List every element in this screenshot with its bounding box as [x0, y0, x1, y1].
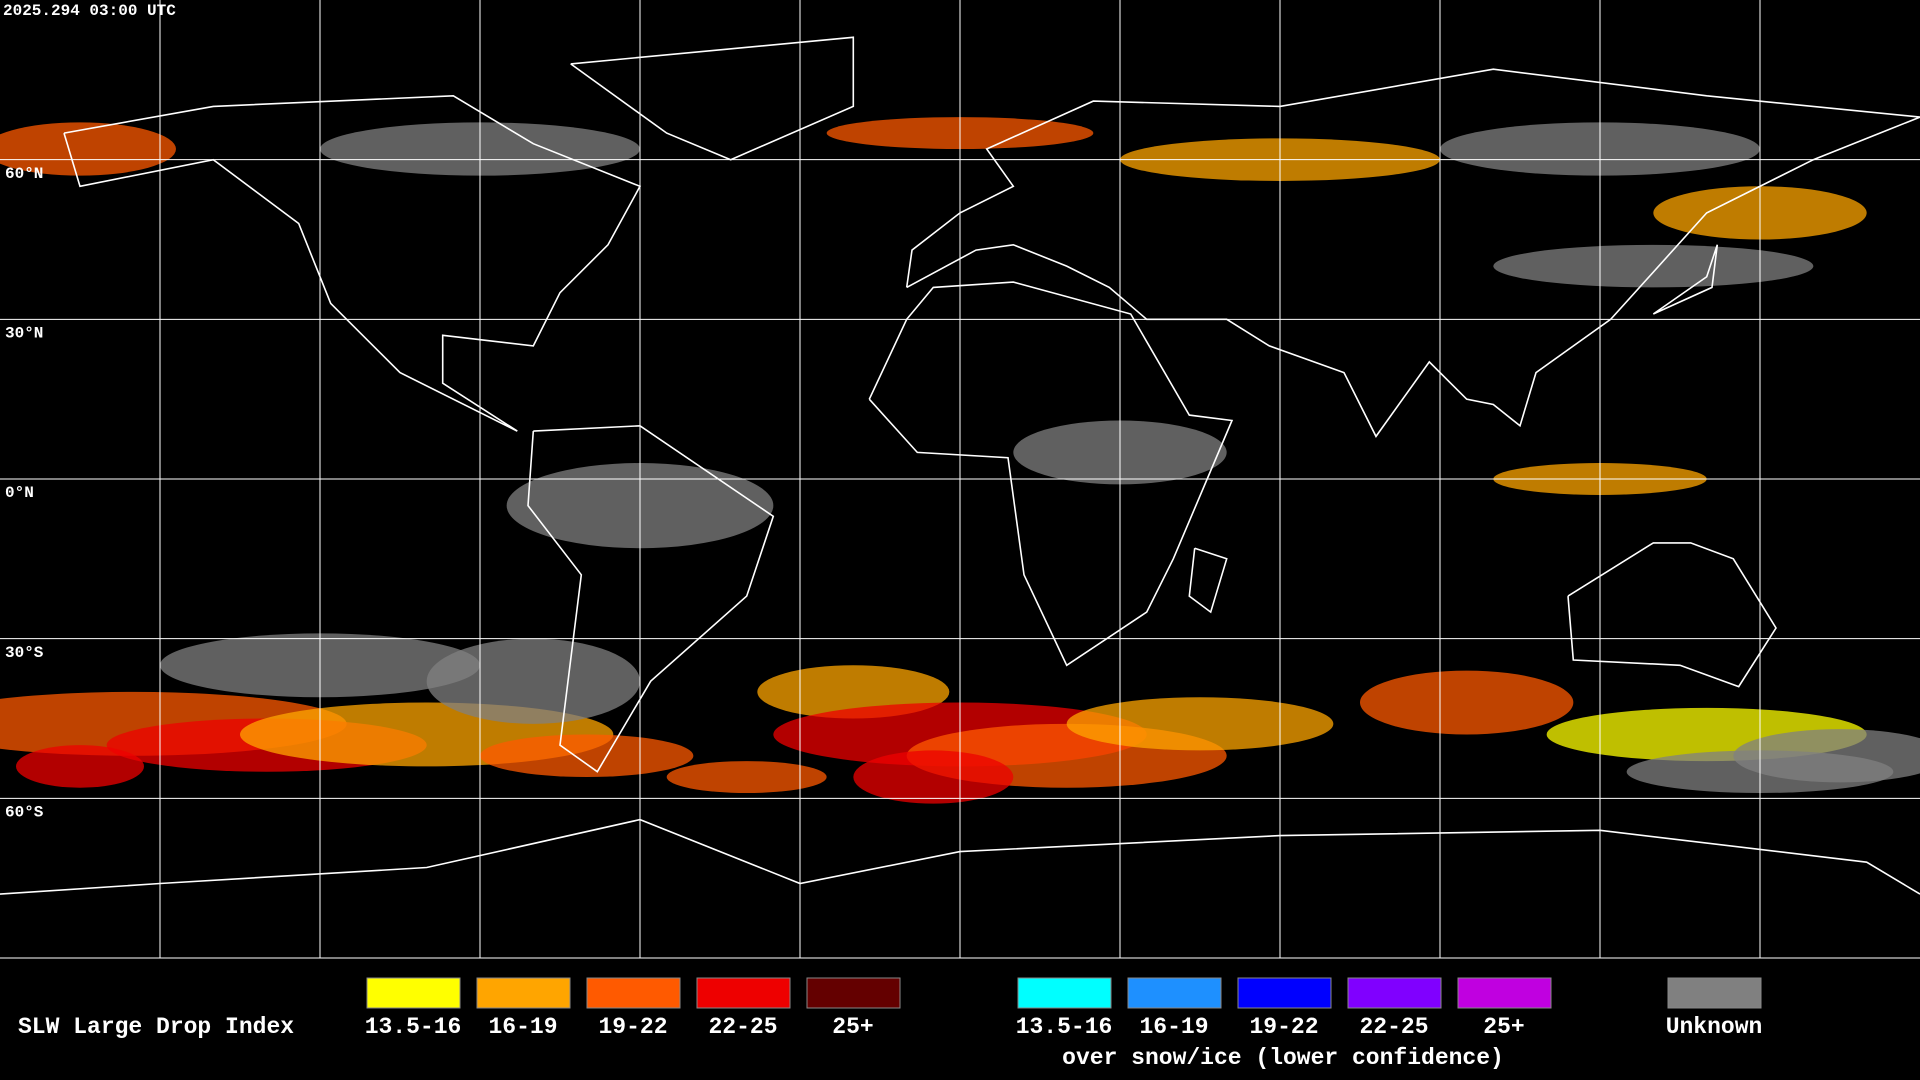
legend-label: 25+ [832, 1014, 873, 1040]
legend-swatch [1017, 977, 1112, 1009]
lat-label: 60°N [5, 165, 43, 183]
cloud-patch [666, 761, 827, 794]
coastline [63, 94, 642, 432]
legend-swatch [1237, 977, 1332, 1009]
cloud-patch [426, 638, 640, 724]
legend-label: 22-25 [708, 1014, 777, 1040]
legend-swatch [1667, 977, 1762, 1009]
cloud-patch [853, 750, 1014, 804]
legend-label: 25+ [1483, 1014, 1524, 1040]
lat-label: 60°S [5, 804, 44, 822]
coastlines [0, 36, 1920, 895]
coastline [905, 68, 1920, 438]
legend-label: 16-19 [1139, 1014, 1208, 1040]
legend-swatch [1457, 977, 1552, 1009]
coastline [1567, 542, 1777, 688]
cloud-patch [1066, 697, 1334, 751]
legend-label: 13.5-16 [1016, 1014, 1113, 1040]
timestamp: 2025.294 03:00 UTC [3, 2, 176, 20]
coastline [527, 424, 775, 773]
legend-label: 19-22 [1249, 1014, 1318, 1040]
coastline [570, 36, 855, 161]
legend-label: Unknown [1666, 1014, 1763, 1040]
legend-label: 16-19 [488, 1014, 557, 1040]
legend-swatch [366, 977, 461, 1009]
coastline [1652, 244, 1719, 315]
legend-title: SLW Large Drop Index [18, 1014, 294, 1040]
coastline [0, 818, 1920, 895]
cloud-patch [1493, 244, 1814, 288]
snow-note: over snow/ice (lower confidence) [1062, 1045, 1504, 1071]
coastline [868, 281, 1234, 667]
cloud-patch [16, 745, 144, 788]
legend-label: 19-22 [598, 1014, 667, 1040]
graticule [0, 0, 1920, 958]
coastline [1188, 547, 1228, 614]
legend-label: 13.5-16 [365, 1014, 462, 1040]
cloud-patch [1360, 670, 1574, 735]
legend-swatch [806, 977, 901, 1009]
lat-label: 30°S [5, 644, 44, 662]
legend-swatch [696, 977, 791, 1009]
legend-swatch [1127, 977, 1222, 1009]
cloud-patch [480, 734, 694, 778]
legend-label: 22-25 [1359, 1014, 1428, 1040]
lat-label: 0°N [5, 484, 34, 502]
legend-swatch [586, 977, 681, 1009]
cloud-patch [0, 122, 176, 176]
lat-label: 30°N [5, 325, 43, 343]
legend-swatch [1347, 977, 1442, 1009]
legend-swatch [476, 977, 571, 1009]
